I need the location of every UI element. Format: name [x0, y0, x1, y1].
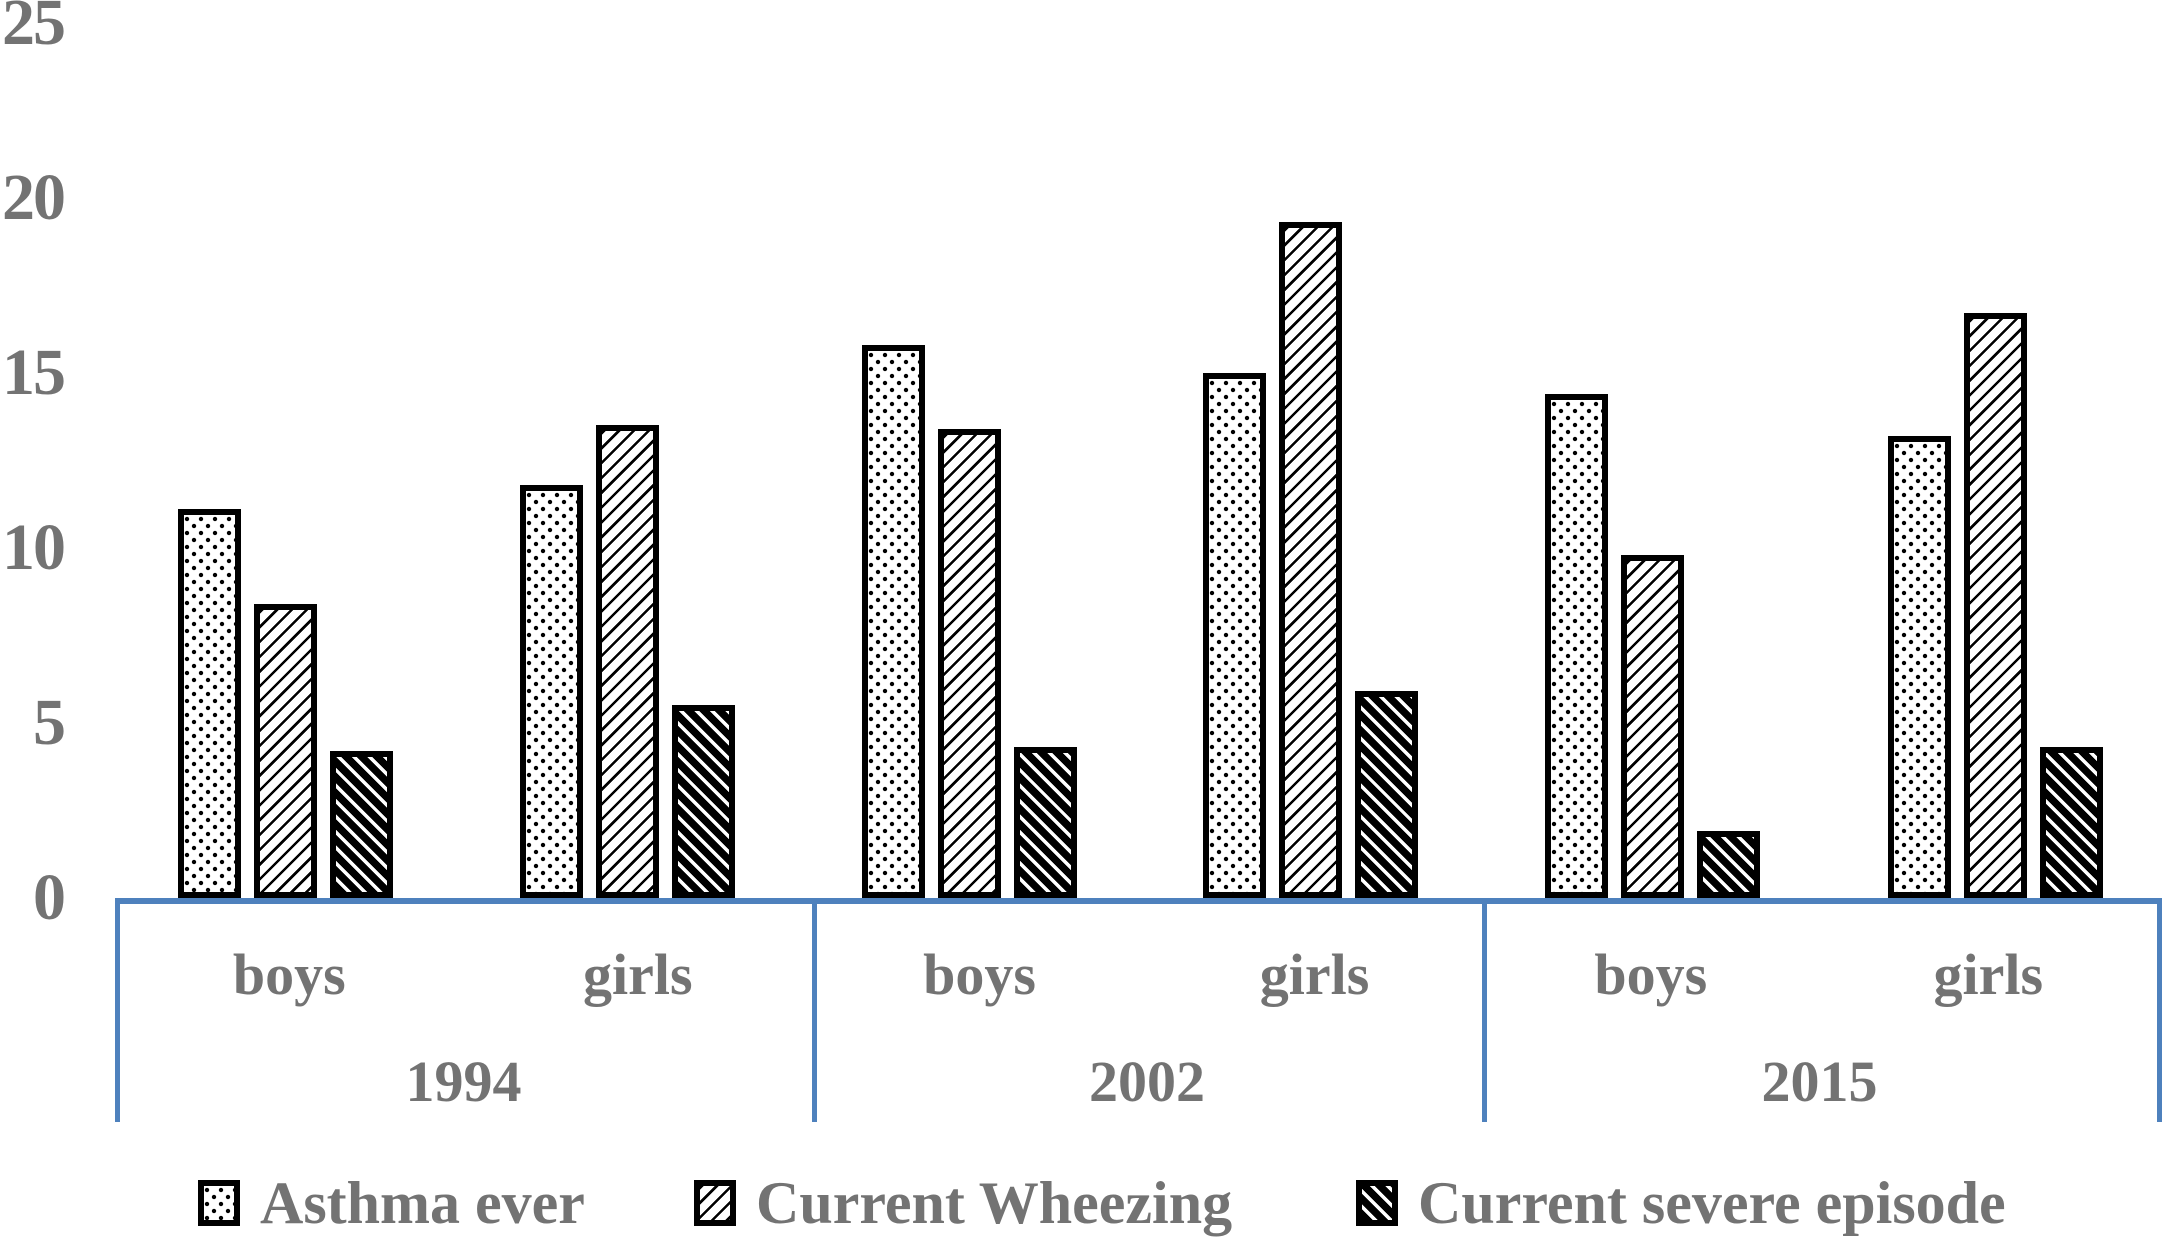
legend-item-asthma-ever: Asthma ever — [198, 1170, 585, 1236]
y-axis-tick-label: 0 — [33, 861, 66, 934]
legend-label-current-severe-episode: Current severe episode — [1418, 1170, 2006, 1236]
category-divider — [2157, 898, 2162, 1122]
bar-2015-girls-asthma-ever — [1888, 436, 1951, 898]
bar-2002-girls-current-wheezing — [1279, 222, 1342, 898]
legend-label-asthma-ever: Asthma ever — [260, 1170, 585, 1236]
x-axis-sex-label-2015-boys: boys — [1594, 942, 1708, 1007]
x-axis-sex-label-1994-girls: girls — [582, 942, 693, 1007]
legend-swatch-current-severe-episode — [1356, 1180, 1398, 1226]
bar-2002-girls-asthma-ever — [1203, 373, 1266, 898]
y-axis-tick-label: 15 — [2, 336, 66, 409]
y-axis-tick-label: 5 — [33, 686, 66, 759]
x-axis-sex-label-2015-girls: girls — [1933, 942, 2044, 1007]
category-divider — [1482, 898, 1487, 1122]
legend-item-current-severe-episode: Current severe episode — [1356, 1170, 2006, 1236]
bar-2015-boys-current-wheezing — [1621, 555, 1684, 898]
category-divider — [812, 898, 817, 1122]
bar-1994-girls-current-wheezing — [596, 425, 659, 898]
bar-1994-girls-asthma-ever — [520, 485, 583, 898]
category-divider — [115, 898, 120, 1122]
bar-1994-girls-current-severe-episode — [672, 705, 735, 898]
legend-swatch-current-wheezing — [694, 1180, 736, 1226]
bar-2015-boys-asthma-ever — [1545, 394, 1608, 898]
bar-2015-girls-current-wheezing — [1964, 313, 2027, 898]
bar-1994-boys-asthma-ever — [178, 509, 241, 898]
bar-2002-boys-current-severe-episode — [1014, 747, 1077, 898]
bar-2002-boys-asthma-ever — [862, 345, 925, 898]
x-axis-sex-label-1994-boys: boys — [232, 942, 346, 1007]
x-axis-year-label-2002: 2002 — [1089, 1049, 1205, 1114]
bar-2002-girls-current-severe-episode — [1355, 691, 1418, 898]
x-axis-year-label-2015: 2015 — [1761, 1049, 1878, 1114]
bar-2002-boys-current-wheezing — [938, 429, 1001, 898]
y-axis-tick-label: 10 — [2, 511, 66, 584]
x-axis-sex-label-2002-boys: boys — [923, 942, 1036, 1007]
legend-swatch-asthma-ever — [198, 1180, 240, 1226]
bar-2015-girls-current-severe-episode — [2040, 747, 2103, 898]
x-axis-sex-label-2002-girls: girls — [1259, 942, 1370, 1007]
x-axis-line — [115, 898, 2162, 904]
bar-1994-boys-current-wheezing — [254, 604, 317, 898]
bar-2015-boys-current-severe-episode — [1697, 831, 1760, 898]
legend-label-current-wheezing: Current Wheezing — [756, 1170, 1233, 1236]
legend-item-current-wheezing: Current Wheezing — [694, 1170, 1232, 1236]
x-axis-year-label-1994: 1994 — [405, 1049, 522, 1114]
bar-1994-boys-current-severe-episode — [330, 751, 393, 898]
y-axis-tick-label: 20 — [2, 161, 66, 234]
y-axis-tick-label: 25 — [2, 0, 66, 59]
